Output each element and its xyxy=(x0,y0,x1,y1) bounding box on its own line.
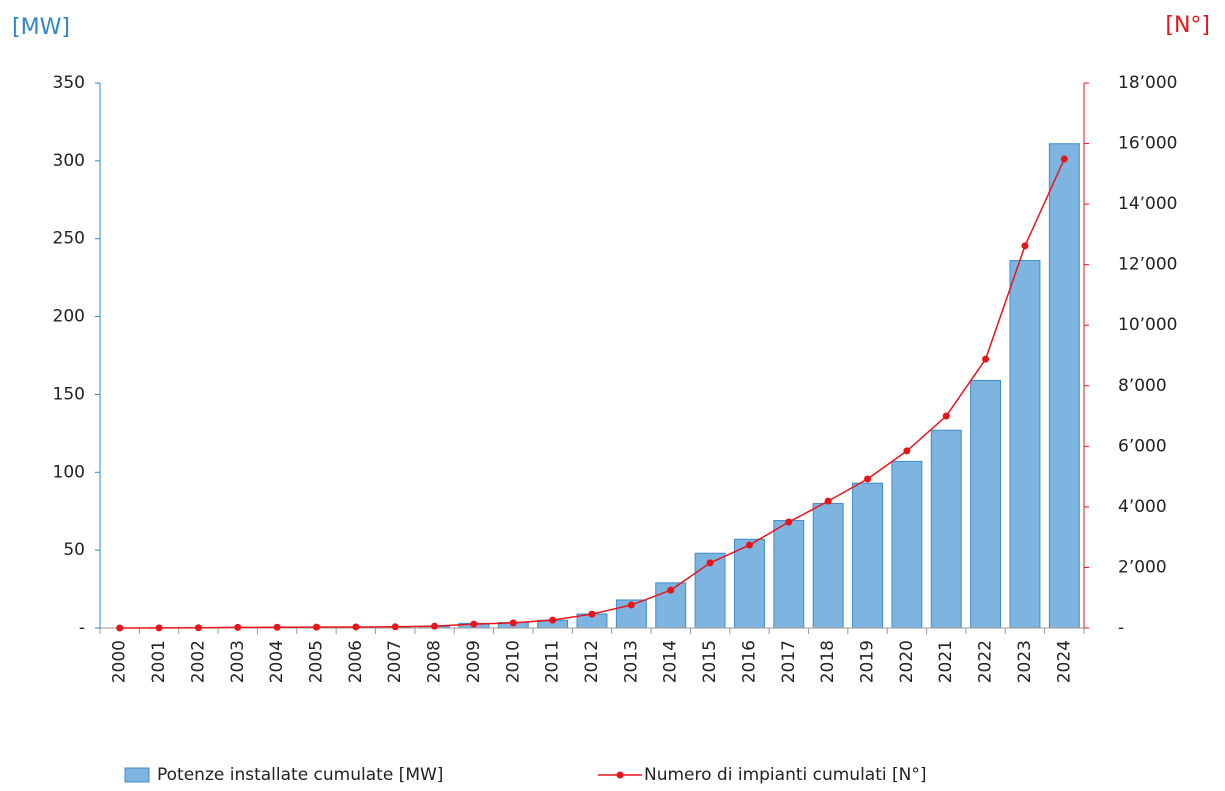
x-tick-label: 2000 xyxy=(110,640,130,683)
x-tick-label: 2002 xyxy=(188,640,208,683)
y2-tick-label: 16’000 xyxy=(1118,134,1177,154)
y-tick-label: 200 xyxy=(53,307,85,327)
y2-tick-label: 18’000 xyxy=(1118,73,1177,93)
legend-label: Potenze installate cumulate [MW] xyxy=(157,765,443,785)
bar xyxy=(970,379,1002,629)
line-point xyxy=(785,518,793,526)
x-tick-label: 2009 xyxy=(464,640,484,683)
x-tick-label: 2008 xyxy=(425,640,445,683)
line-point xyxy=(273,623,281,631)
y-tick-label: 100 xyxy=(53,462,85,482)
y2-tick-label: 12’000 xyxy=(1118,255,1177,275)
line-point xyxy=(745,541,753,549)
y2-tick-label: 10’000 xyxy=(1118,315,1177,335)
y2-tick-label: 2’000 xyxy=(1118,557,1167,577)
y2-tick-label: 8’000 xyxy=(1118,376,1167,396)
line-point xyxy=(470,620,478,628)
line-point xyxy=(155,624,163,632)
x-tick-label: 2013 xyxy=(621,640,641,683)
y2-tick-label: - xyxy=(1118,618,1124,638)
bar xyxy=(1009,260,1041,629)
line-point xyxy=(352,623,360,631)
x-tick-label: 2006 xyxy=(346,640,366,683)
x-tick-label: 2022 xyxy=(976,640,996,683)
x-tick-label: 2001 xyxy=(149,640,169,683)
y2-tick-label: 6’000 xyxy=(1118,436,1167,456)
x-tick-label: 2024 xyxy=(1054,640,1074,683)
bar xyxy=(773,520,805,629)
line-point xyxy=(234,623,242,631)
line-point xyxy=(549,616,557,624)
line-point xyxy=(431,622,439,630)
x-tick-label: 2012 xyxy=(582,640,602,683)
y-tick-label: 350 xyxy=(53,73,85,93)
legend-label: Numero di impianti cumulati [N°] xyxy=(644,765,927,785)
line-point xyxy=(588,610,596,618)
y-tick-label: 50 xyxy=(63,540,85,560)
x-tick-label: 2019 xyxy=(858,640,878,683)
x-tick-label: 2010 xyxy=(503,640,523,683)
line-point xyxy=(312,623,320,631)
x-tick-label: 2021 xyxy=(936,640,956,683)
x-tick-label: 2005 xyxy=(306,640,326,683)
line-point xyxy=(903,447,911,455)
legend-swatch xyxy=(124,767,150,783)
line xyxy=(119,158,1066,629)
x-tick-label: 2017 xyxy=(779,640,799,683)
line-point xyxy=(194,624,202,632)
line-point xyxy=(1060,155,1068,163)
legend-swatch-point xyxy=(616,771,624,779)
x-tick-label: 2003 xyxy=(228,640,248,683)
line-point xyxy=(509,619,517,627)
line-point xyxy=(706,559,714,567)
x-tick-label: 2018 xyxy=(818,640,838,683)
line-point xyxy=(116,624,124,632)
line-point xyxy=(864,475,872,483)
x-tick-label: 2004 xyxy=(267,640,287,683)
x-tick-label: 2014 xyxy=(661,640,681,683)
bar xyxy=(1048,143,1080,629)
line-point xyxy=(667,586,675,594)
x-tick-label: 2016 xyxy=(739,640,759,683)
bar xyxy=(930,429,962,629)
y2-tick-label: 14’000 xyxy=(1118,194,1177,214)
y2-axis-label: [N°] xyxy=(1165,13,1210,38)
x-tick-label: 2011 xyxy=(543,640,563,683)
y-tick-label: 150 xyxy=(53,384,85,404)
bar xyxy=(852,482,883,629)
line-point xyxy=(391,623,399,631)
line-point xyxy=(942,412,950,420)
x-tick-label: 2020 xyxy=(897,640,917,683)
y-tick-label: 300 xyxy=(53,151,85,171)
bar xyxy=(812,502,844,629)
x-tick-label: 2023 xyxy=(1015,640,1035,683)
bar xyxy=(891,460,923,629)
line-point xyxy=(824,497,832,505)
y-axis-label: [MW] xyxy=(12,15,70,40)
x-tick-label: 2007 xyxy=(385,640,405,683)
line-point xyxy=(627,601,635,609)
y-tick-label: - xyxy=(79,618,85,638)
y-tick-label: 250 xyxy=(53,229,85,249)
line-point xyxy=(1021,242,1029,250)
bar xyxy=(733,538,765,629)
y2-tick-label: 4’000 xyxy=(1118,497,1167,517)
line-point xyxy=(982,355,990,363)
x-tick-label: 2015 xyxy=(700,640,720,683)
